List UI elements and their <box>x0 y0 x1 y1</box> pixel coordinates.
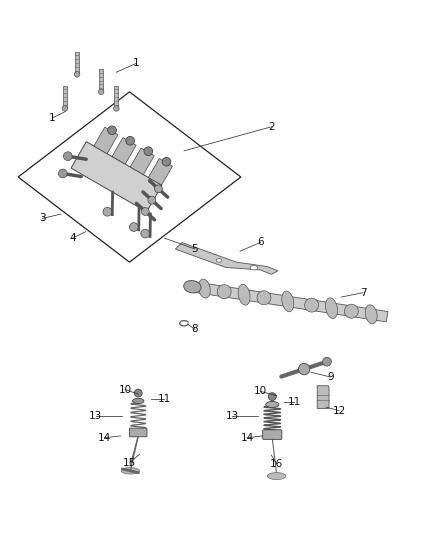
Polygon shape <box>187 281 388 322</box>
Circle shape <box>298 364 310 375</box>
Text: 2: 2 <box>268 122 275 132</box>
Text: 12: 12 <box>332 406 346 416</box>
Polygon shape <box>114 86 118 108</box>
Circle shape <box>64 152 72 160</box>
Text: 4: 4 <box>69 233 76 243</box>
Text: 6: 6 <box>257 238 264 247</box>
Polygon shape <box>99 69 103 92</box>
Ellipse shape <box>216 259 222 262</box>
Ellipse shape <box>133 398 144 403</box>
Text: 11: 11 <box>287 397 301 407</box>
Text: 13: 13 <box>226 411 239 421</box>
Text: 10: 10 <box>119 385 132 394</box>
Ellipse shape <box>238 285 250 305</box>
Circle shape <box>99 89 104 94</box>
Polygon shape <box>130 148 154 175</box>
Polygon shape <box>317 386 329 408</box>
Circle shape <box>141 207 149 215</box>
Circle shape <box>155 185 162 193</box>
Ellipse shape <box>266 401 279 408</box>
Polygon shape <box>75 52 79 75</box>
Text: 14: 14 <box>98 433 111 442</box>
Ellipse shape <box>184 280 201 293</box>
Text: 11: 11 <box>158 394 171 404</box>
Ellipse shape <box>250 265 258 270</box>
Circle shape <box>268 393 276 400</box>
Polygon shape <box>94 127 118 154</box>
Text: 16: 16 <box>270 459 283 469</box>
FancyBboxPatch shape <box>130 428 147 437</box>
Ellipse shape <box>217 285 231 298</box>
Text: 14: 14 <box>241 433 254 442</box>
Circle shape <box>126 136 134 145</box>
Ellipse shape <box>282 291 294 312</box>
Text: 8: 8 <box>192 325 198 334</box>
Ellipse shape <box>344 304 358 318</box>
Polygon shape <box>71 142 162 212</box>
Circle shape <box>130 223 138 231</box>
Text: 13: 13 <box>89 411 102 421</box>
Polygon shape <box>175 243 278 274</box>
Text: 5: 5 <box>192 244 198 254</box>
Text: 1: 1 <box>133 59 139 68</box>
FancyBboxPatch shape <box>263 430 282 439</box>
Text: 7: 7 <box>360 288 367 298</box>
Ellipse shape <box>304 298 318 312</box>
Ellipse shape <box>257 291 271 305</box>
Circle shape <box>144 147 153 156</box>
Ellipse shape <box>198 279 210 298</box>
Ellipse shape <box>365 305 377 324</box>
Polygon shape <box>63 86 67 108</box>
Circle shape <box>162 157 171 166</box>
Ellipse shape <box>325 298 338 319</box>
Circle shape <box>62 106 67 111</box>
Circle shape <box>323 357 331 366</box>
Text: 10: 10 <box>254 386 267 397</box>
Circle shape <box>59 169 67 178</box>
Circle shape <box>134 389 142 397</box>
Circle shape <box>141 229 149 238</box>
Circle shape <box>148 196 156 204</box>
Polygon shape <box>121 467 139 474</box>
Circle shape <box>103 207 112 216</box>
Circle shape <box>113 106 119 111</box>
Text: 9: 9 <box>327 372 334 382</box>
Text: 15: 15 <box>123 458 136 468</box>
Circle shape <box>74 71 80 77</box>
Polygon shape <box>112 138 136 164</box>
Circle shape <box>108 126 117 135</box>
Polygon shape <box>148 158 173 185</box>
Text: 3: 3 <box>39 214 46 223</box>
Text: 1: 1 <box>49 113 56 123</box>
Polygon shape <box>268 473 286 480</box>
